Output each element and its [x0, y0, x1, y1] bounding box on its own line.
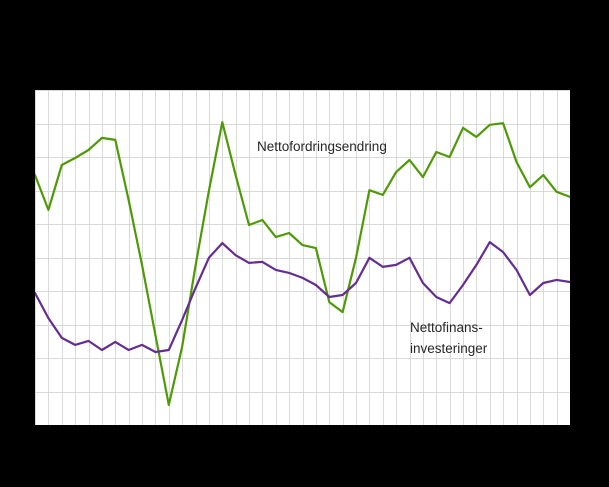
series-label-nettofinansinvesteringer: Nettofinans- investeringer [410, 317, 487, 359]
line-chart [35, 90, 570, 425]
plot-area: Nettofordringsendring Nettofinans- inves… [35, 90, 570, 425]
series-label-line-1: Nettofinans- [410, 320, 483, 335]
series-label-nettofordringsendring: Nettofordringsendring [257, 139, 387, 154]
series-label-line-2: investeringer [410, 341, 488, 356]
